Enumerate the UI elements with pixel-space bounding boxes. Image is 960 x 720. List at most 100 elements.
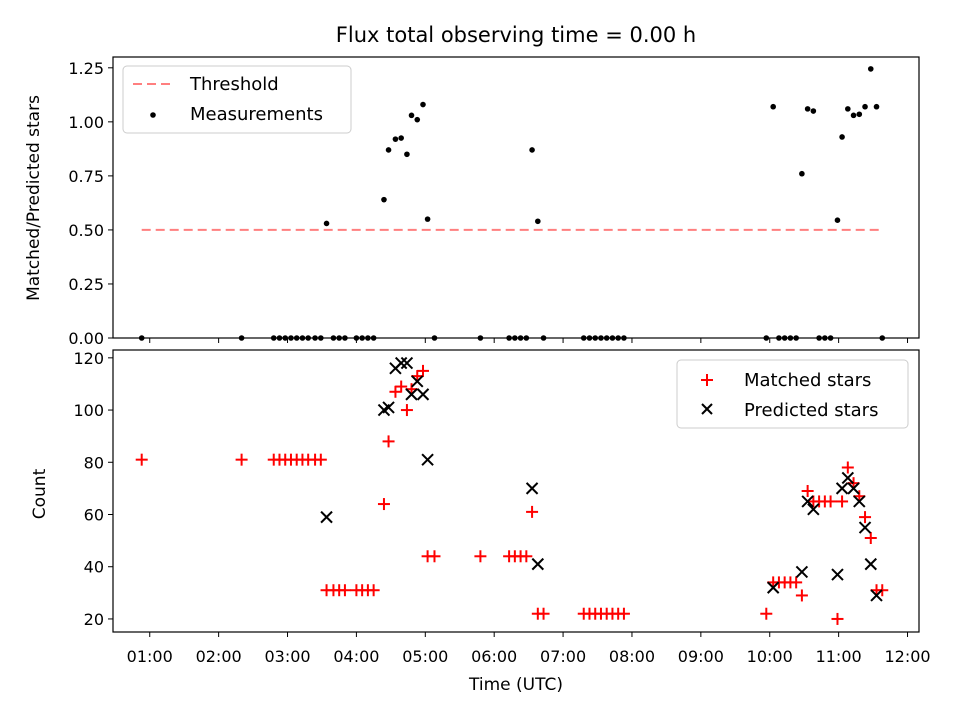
matched-star-point <box>382 435 395 448</box>
count-plot-marks <box>135 356 889 625</box>
predicted-star-point <box>766 581 780 594</box>
predicted-star-point <box>320 510 333 524</box>
measurement-point <box>408 112 415 119</box>
predicted-star-stroke <box>801 495 814 508</box>
predicted-star-stroke <box>394 356 408 370</box>
ratio-y-tick-label: 0.50 <box>68 221 104 240</box>
count-x-tick-label: 01:00 <box>127 647 173 666</box>
predicted-star-stroke <box>320 510 333 524</box>
legend-matched-swatch <box>701 374 713 386</box>
measurement-point <box>856 111 863 118</box>
matched-star-point <box>526 505 539 518</box>
measurement-point <box>862 103 868 110</box>
measurement-point <box>424 216 431 222</box>
predicted-star-point <box>531 557 545 571</box>
count-x-tick-label: 09:00 <box>678 647 724 666</box>
predicted-star-stroke <box>405 388 418 401</box>
matched-star-point <box>377 498 390 511</box>
count-y-axis-ticks: 20 40 60 80 100 120 <box>73 349 113 629</box>
count-x-tick-label: 07:00 <box>540 647 586 666</box>
measurement-point <box>381 196 387 203</box>
predicted-star-stroke <box>841 471 855 485</box>
predicted-star-stroke <box>853 495 866 508</box>
count-y-tick-label: 20 <box>84 610 104 629</box>
predicted-star-stroke <box>766 581 780 594</box>
measurement-point <box>834 217 841 223</box>
measurement-point <box>414 116 421 123</box>
matched-star-point <box>841 461 854 474</box>
measurement-point <box>535 218 541 225</box>
measurement-point <box>839 134 845 140</box>
predicted-star-point <box>870 589 883 602</box>
matched-star-point <box>864 532 877 544</box>
predicted-star-point <box>835 482 849 495</box>
count-x-tick-label: 10:00 <box>747 647 793 666</box>
predicted-star-stroke <box>864 557 877 571</box>
predicted-star-point <box>858 521 872 534</box>
measurement-point <box>799 170 805 177</box>
matched-star-point <box>314 453 327 466</box>
measurement-point <box>770 103 776 110</box>
count-x-axis-ticks: 01:00 02:00 03:00 04:00 05:00 06:00 07:00 08:00… <box>127 632 931 666</box>
predicted-star-point <box>847 482 860 495</box>
ratio-y-tick-label: 1.25 <box>68 59 104 78</box>
matched-star-point <box>395 380 408 393</box>
count-x-tick-label: 05:00 <box>402 647 448 666</box>
matched-star-point <box>824 495 837 508</box>
predicted-star-point <box>421 453 434 466</box>
matched-star-point <box>520 550 533 563</box>
ratio-y-tick-label: 0.75 <box>68 167 104 186</box>
matched-star-point <box>836 495 849 508</box>
predicted-star-point <box>795 565 809 579</box>
predicted-star-point <box>394 356 408 370</box>
count-x-tick-label: 06:00 <box>471 647 517 666</box>
predicted-star-point <box>400 356 414 370</box>
ratio-y-tick-label: 1.00 <box>68 113 104 132</box>
count-x-tick-label: 02:00 <box>196 647 242 666</box>
predicted-star-stroke <box>795 565 809 579</box>
measurement-point <box>385 147 392 153</box>
legend-threshold-label: Threshold <box>189 74 279 95</box>
predicted-star-stroke <box>847 482 860 495</box>
predicted-star-stroke <box>400 356 414 370</box>
matched-star-point <box>367 584 380 597</box>
ratio-x-axis-ticks <box>149 338 909 343</box>
ratio-plot-frame <box>112 56 920 339</box>
matched-star-point <box>417 364 429 377</box>
predicted-star-point <box>411 375 424 388</box>
count-y-tick-label: 80 <box>84 453 104 472</box>
count-x-tick-label: 08:00 <box>609 647 655 666</box>
measurement-point <box>392 136 399 142</box>
predicted-star-stroke <box>421 453 434 466</box>
matched-star-point <box>801 485 814 497</box>
predicted-star-point <box>801 495 814 508</box>
predicted-star-stroke <box>807 503 820 516</box>
count-y-tick-label: 40 <box>84 558 104 577</box>
measurement-point <box>867 66 874 72</box>
count-legend-box <box>676 359 909 429</box>
predicted-star-stroke <box>382 401 395 414</box>
measurement-point <box>810 108 817 114</box>
ratio-y-axis-ticks: 0.00 0.25 0.50 0.75 1.00 1.25 <box>68 59 113 348</box>
predicted-star-point <box>525 482 539 495</box>
count-y-tick-label: 120 <box>73 349 104 368</box>
count-y-axis-label: Count <box>30 468 50 519</box>
ratio-legend-box <box>122 65 352 134</box>
matched-star-point <box>760 607 773 620</box>
measurement-point <box>323 220 330 227</box>
predicted-star-point <box>807 503 820 516</box>
predicted-star-stroke <box>870 589 883 602</box>
matched-star-point <box>389 385 402 398</box>
measurement-point <box>529 147 535 153</box>
count-x-tick-label: 11:00 <box>816 647 862 666</box>
measurement-point <box>850 112 857 119</box>
legend-matched-label: Matched stars <box>744 370 871 391</box>
measurement-point <box>804 106 811 112</box>
count-x-tick-label: 12:00 <box>884 647 930 666</box>
count-plot-frame <box>112 349 920 633</box>
measurement-point <box>845 106 851 112</box>
count-y-tick-label: 100 <box>73 401 104 420</box>
matched-star-point <box>474 550 487 563</box>
ratio-y-tick-label: 0.00 <box>68 329 104 348</box>
